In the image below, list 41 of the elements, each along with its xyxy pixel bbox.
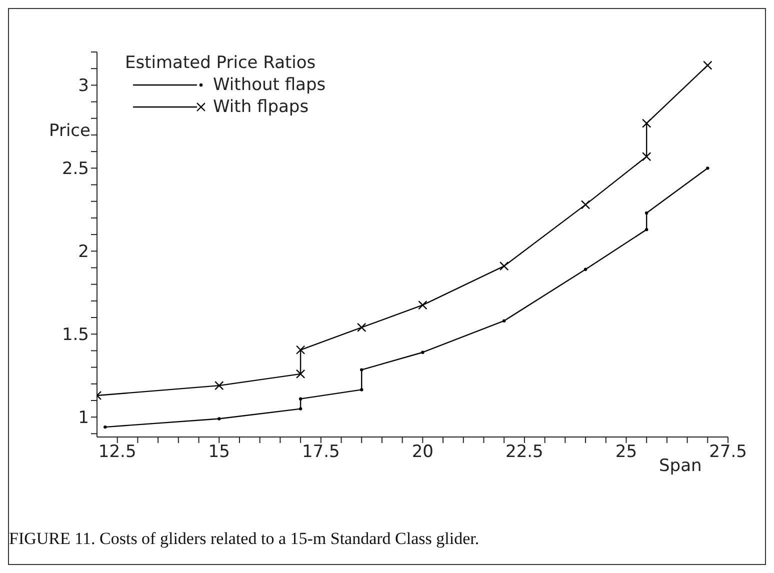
- point: [703, 60, 712, 70]
- x-tick-label: 20: [412, 442, 434, 462]
- point: [298, 397, 302, 400]
- point: [214, 380, 224, 390]
- x-tick-label: 17.5: [302, 442, 340, 462]
- y-axis-title: Price: [49, 121, 90, 141]
- y-tick-label: 1.5: [62, 325, 89, 346]
- legend-label: Without flaps: [213, 74, 326, 96]
- point: [642, 118, 652, 128]
- y-tick-label: 1: [78, 408, 89, 428]
- point: [642, 152, 652, 162]
- point: [360, 368, 364, 372]
- legend-title: Estimated Price Ratios: [125, 52, 317, 74]
- x-tick-label: 27.5: [709, 442, 747, 462]
- x-tick-label: 15: [208, 442, 230, 462]
- x-axis-title: Span: [657, 456, 704, 476]
- y-tick-label: 2.5: [62, 159, 89, 180]
- point: [644, 211, 648, 215]
- caption: FIGURE 11. Costs of gliders related to a 15-m Standard Class glider.: [9, 529, 480, 549]
- point: [580, 200, 590, 210]
- point: [499, 261, 509, 271]
- point: [357, 322, 366, 332]
- legend-label: With flpaps: [213, 96, 309, 118]
- point: [644, 228, 648, 232]
- point: [298, 407, 302, 410]
- point: [360, 388, 364, 392]
- point: [218, 417, 221, 420]
- x-tick-label: 22.5: [506, 442, 544, 462]
- y-tick-label: 2: [78, 242, 89, 262]
- x-tick-label: 12.5: [98, 442, 136, 462]
- point: [296, 369, 306, 379]
- x-tick-label: 25: [615, 442, 638, 462]
- y-tick-label: 3: [78, 76, 89, 96]
- point: [584, 268, 588, 271]
- point: [706, 166, 710, 170]
- point: [421, 350, 424, 354]
- point: [502, 319, 506, 322]
- line-series: [104, 166, 710, 429]
- point: [104, 425, 107, 429]
- point: [296, 345, 306, 354]
- point: [418, 300, 428, 310]
